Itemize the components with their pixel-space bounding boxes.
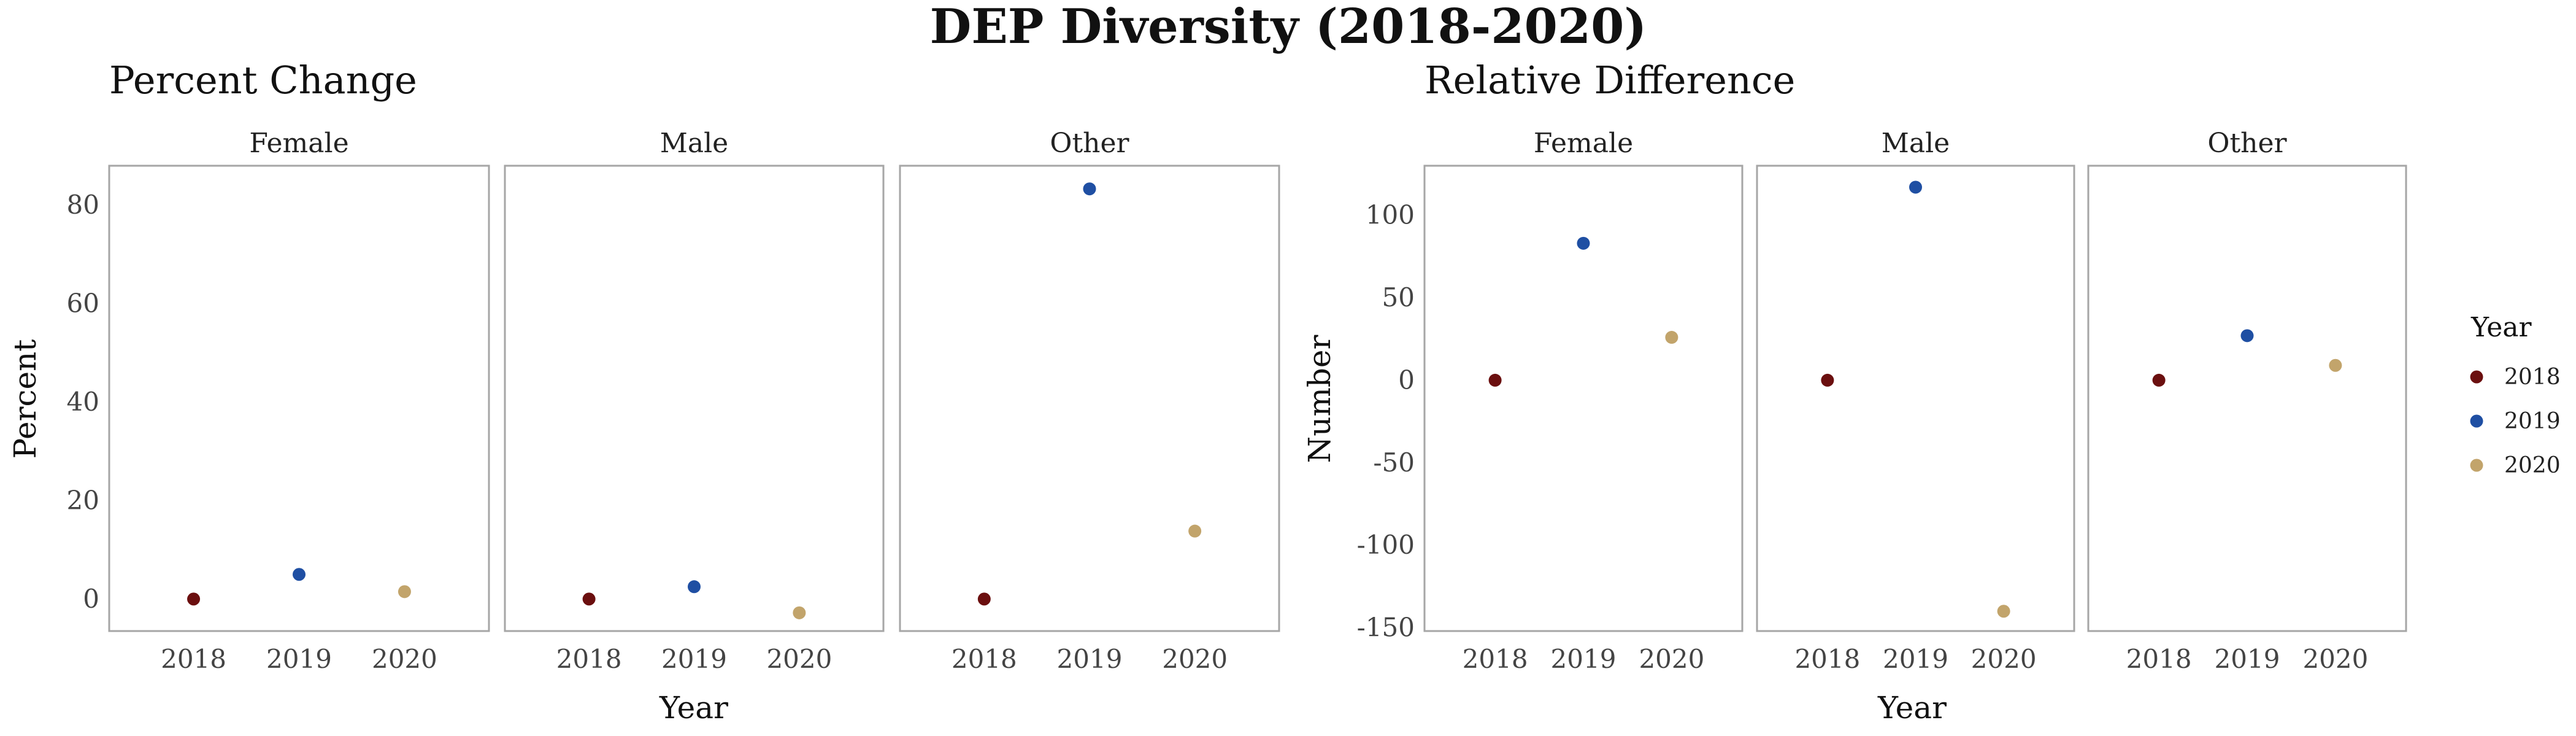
- data-point: [582, 592, 596, 606]
- x-tick-label: 2020: [372, 644, 437, 674]
- right-y-axis-title: Number: [1302, 335, 1337, 463]
- y-tick-label: -150: [1357, 613, 1415, 643]
- left-y-axis-title: Percent: [7, 339, 43, 459]
- y-tick-label: -50: [1373, 447, 1415, 478]
- data-point: [1821, 373, 1834, 387]
- data-point: [1997, 605, 2010, 618]
- legend-key: [2470, 459, 2483, 472]
- y-tick-label: 0: [83, 584, 99, 614]
- data-point: [793, 606, 806, 619]
- x-tick-label: 2020: [766, 644, 832, 674]
- facet-strip-label: Female: [249, 128, 348, 159]
- x-tick-label: 2018: [952, 644, 1017, 674]
- x-tick-label: 2019: [1551, 644, 1617, 674]
- facet-panels: 0 20 40 60 80 Female 2018 2019 2020 Male 2018 2019 2…: [67, 128, 2407, 674]
- x-tick-label: 2019: [661, 644, 727, 674]
- y-tick-label: 100: [1366, 200, 1415, 230]
- data-point: [1083, 182, 1096, 196]
- legend-items: 2018 2019 2020: [2470, 365, 2561, 478]
- y-tick-label: 50: [1382, 282, 1415, 312]
- data-point: [293, 568, 306, 581]
- y-tick-label: 20: [67, 485, 99, 515]
- facet-strip-label: Male: [1882, 128, 1950, 159]
- right-x-axis-title: Year: [1877, 690, 1947, 726]
- legend-key: [2470, 370, 2483, 384]
- legend-label: 2018: [2504, 365, 2561, 390]
- y-tick-label: 60: [67, 289, 99, 319]
- y-tick-label: 40: [67, 387, 99, 417]
- data-point: [2240, 329, 2254, 343]
- x-tick-label: 2018: [1463, 644, 1528, 674]
- x-tick-label: 2020: [1639, 644, 1704, 674]
- y-tick-label: 0: [1398, 365, 1415, 395]
- facet-panel: [108, 165, 490, 632]
- data-point: [1488, 373, 1502, 387]
- facet-panel: [504, 165, 885, 632]
- x-tick-label: 2018: [2126, 644, 2192, 674]
- data-point: [2152, 373, 2166, 387]
- x-tick-label: 2019: [1883, 644, 1948, 674]
- legend-title: Year: [2470, 312, 2532, 343]
- x-tick-label: 2018: [1794, 644, 1860, 674]
- x-tick-label: 2019: [266, 644, 332, 674]
- left-subtitle: Percent Change: [109, 58, 417, 103]
- right-subtitle: Relative Difference: [1424, 58, 1795, 103]
- x-tick-label: 2018: [556, 644, 622, 674]
- facet-strip-label: Female: [1534, 128, 1633, 159]
- x-tick-label: 2019: [2215, 644, 2280, 674]
- left-x-axis-title: Year: [659, 690, 728, 726]
- x-tick-label: 2020: [2302, 644, 2368, 674]
- data-point: [187, 592, 201, 606]
- data-point: [398, 585, 411, 598]
- data-point: [1577, 236, 1590, 250]
- y-tick-label: 80: [67, 190, 99, 220]
- legend-label: 2020: [2504, 453, 2561, 478]
- legend-label: 2019: [2504, 409, 2561, 434]
- data-point: [1665, 331, 1678, 344]
- facet-panel: [899, 165, 1280, 632]
- facet-panel: [1423, 165, 1744, 632]
- facet-strip-label: Other: [1050, 128, 1129, 159]
- x-tick-label: 2019: [1057, 644, 1123, 674]
- data-point: [1188, 524, 1202, 538]
- legend-key: [2470, 414, 2483, 428]
- x-tick-label: 2018: [161, 644, 226, 674]
- x-tick-label: 2020: [1971, 644, 2037, 674]
- facet-strip-label: Male: [660, 128, 728, 159]
- data-point: [977, 592, 991, 606]
- facet-panel: [2087, 165, 2407, 632]
- data-point: [1909, 180, 1922, 194]
- chart-title: DEP Diversity (2018-2020): [930, 0, 1647, 55]
- facet-panel: [1756, 165, 2075, 632]
- legend: Year 2018 2019 2020: [2470, 312, 2561, 478]
- y-tick-label: -100: [1357, 530, 1415, 560]
- facet-strip-label: Other: [2207, 128, 2287, 159]
- x-tick-label: 2020: [1162, 644, 1228, 674]
- data-point: [2329, 358, 2342, 372]
- data-point: [688, 580, 701, 594]
